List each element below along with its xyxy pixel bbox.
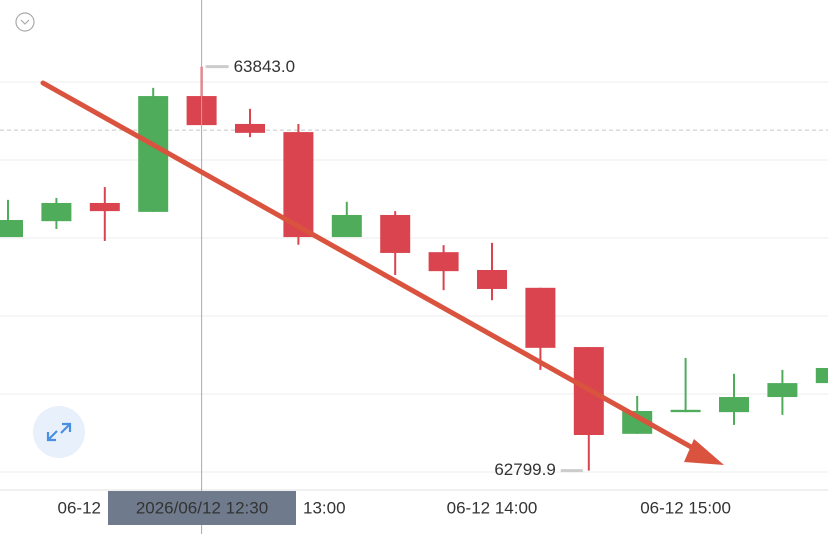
candle-body: [331, 214, 362, 238]
candle-body: [138, 96, 169, 212]
trend-arrow: [40, 80, 724, 465]
arrow-head: [684, 439, 724, 465]
expand-button[interactable]: [33, 406, 85, 458]
candle-body: [428, 252, 459, 272]
candle-body: [235, 123, 265, 133]
candle-body: [89, 202, 120, 212]
arrow-line: [40, 80, 703, 455]
candle-body: [0, 220, 23, 238]
high-label: 63843.0: [234, 57, 295, 76]
candle-body: [380, 214, 411, 253]
candle-body: [622, 410, 653, 434]
low-label: 62799.9: [494, 460, 555, 479]
x-tick-label: 13:00: [303, 498, 346, 517]
candle-body: [719, 397, 749, 413]
candle-body: [525, 287, 556, 348]
expand-icon: [46, 422, 72, 442]
icon-circle: [15, 12, 35, 32]
x-tick-label: 06-12 14:00: [447, 498, 538, 517]
candle-body: [670, 409, 701, 413]
crosshair-label: 2026/06/12 12:30: [136, 498, 268, 517]
candle-body: [767, 383, 798, 398]
x-tick-label: 06-12 15:00: [640, 498, 731, 517]
grid: [0, 81, 828, 491]
x-tick-label: 06-12: [58, 498, 101, 517]
icon-chevron: [20, 19, 30, 25]
candle-body: [477, 269, 507, 289]
candle-body: [815, 367, 828, 384]
collapse-icon[interactable]: [15, 12, 35, 32]
crosshair-label-bg: [108, 491, 296, 525]
candle-body: [41, 202, 72, 222]
button-bg: [33, 406, 85, 458]
